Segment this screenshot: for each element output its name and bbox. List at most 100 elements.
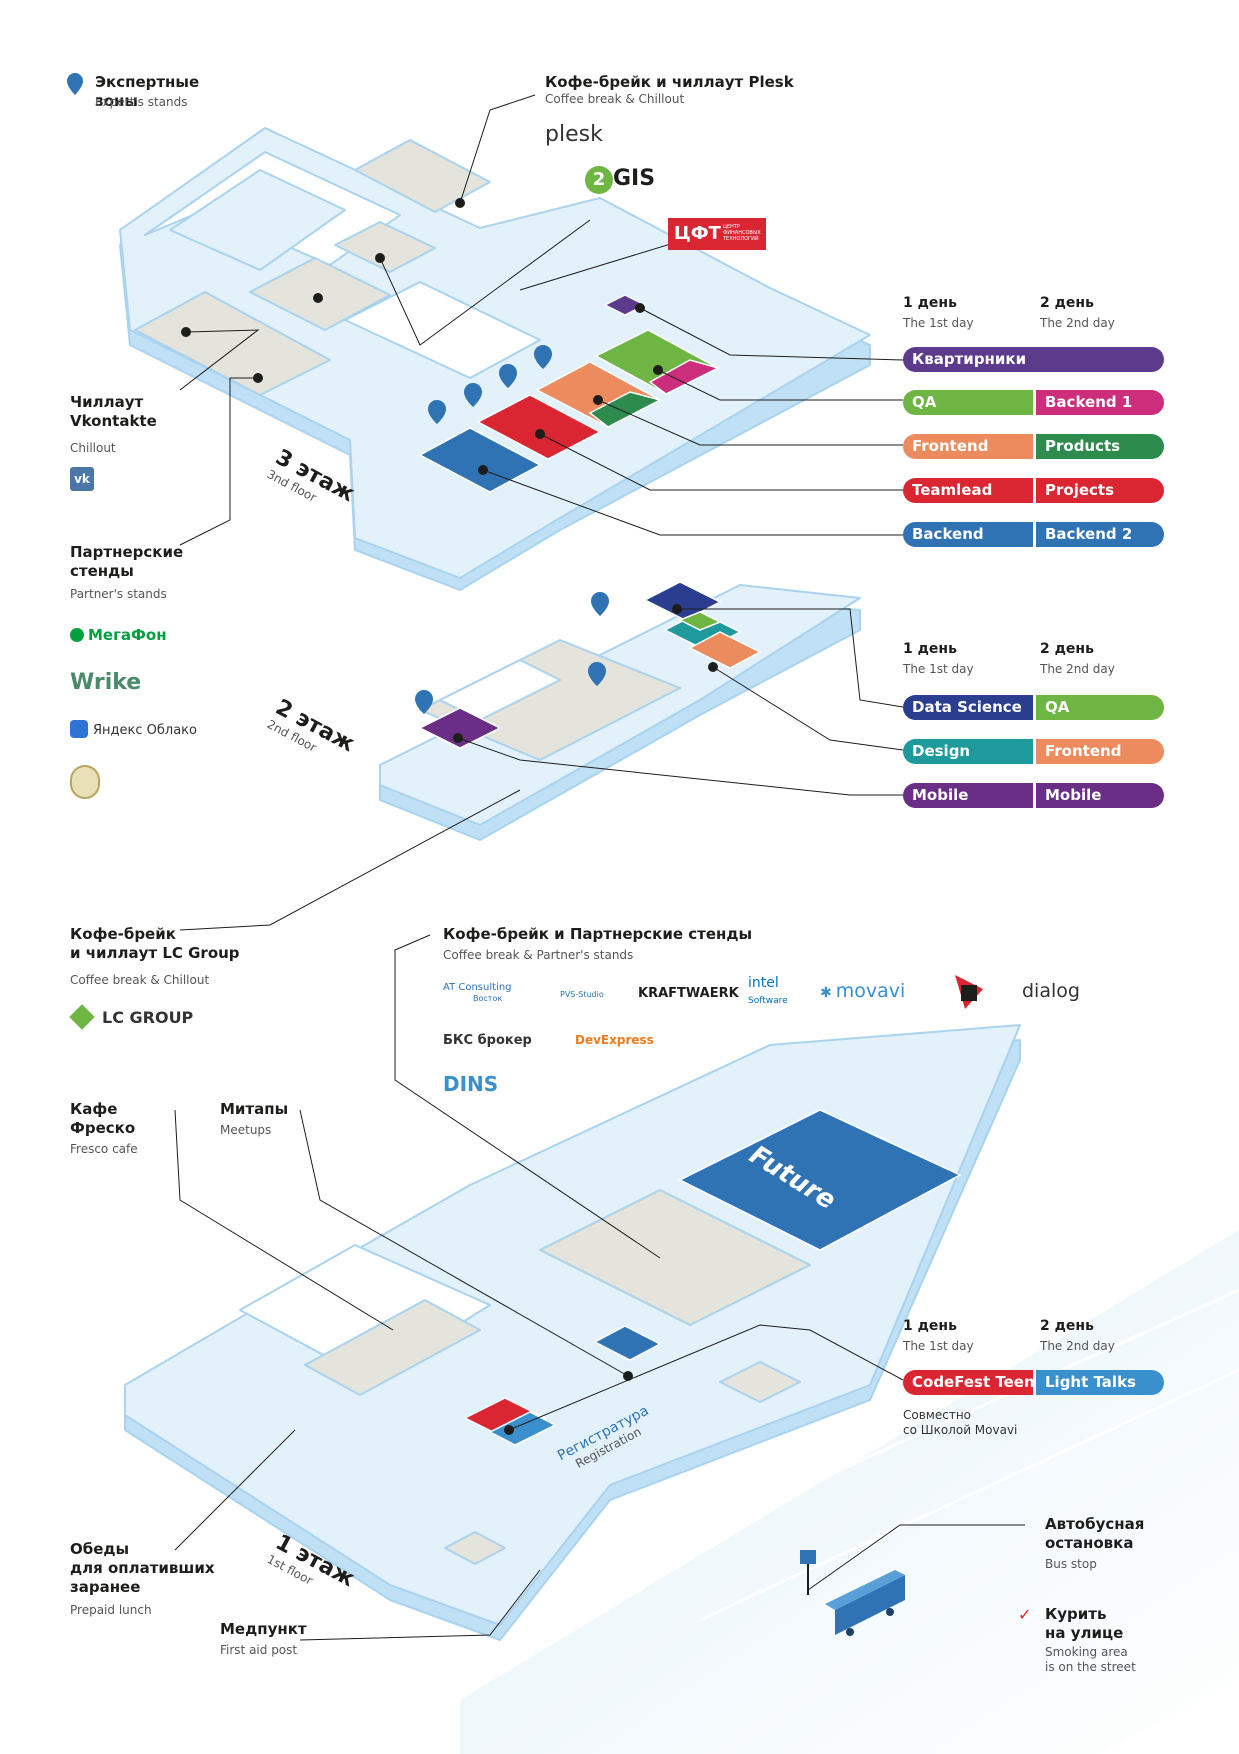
plesk-zone-label: Кофе-брейк и чиллаут Plesk Coffee break … bbox=[545, 73, 794, 107]
2gis-logo-text: GIS bbox=[613, 166, 656, 191]
meetups-title: Митапы bbox=[220, 1100, 289, 1118]
yandex-cloud-text: Яндекс Облако bbox=[93, 723, 197, 738]
schedule2-day1-0: Data Science bbox=[903, 695, 1033, 720]
leader-line bbox=[394, 934, 661, 1259]
vk-logo: vk bbox=[70, 467, 94, 491]
street-area bbox=[460, 1230, 1239, 1754]
schedule2-day1-2: Mobile bbox=[903, 783, 1033, 808]
cft-logo: ЦФТ ЦЕНТР ФИНАНСОВЫХ ТЕХНОЛОГИЙ bbox=[668, 218, 766, 250]
leader-line bbox=[657, 369, 903, 401]
cft-logo-small: ЦЕНТР ФИНАНСОВЫХ ТЕХНОЛОГИЙ bbox=[723, 224, 761, 242]
smoking-icon: ✓ bbox=[1018, 1605, 1032, 1624]
schedule3-day2-1: Backend 1 bbox=[1036, 390, 1164, 415]
lc-group-logo: LC GROUP bbox=[69, 1004, 194, 1030]
leader-line bbox=[174, 1109, 394, 1331]
leader-line bbox=[174, 1429, 296, 1551]
day2-title-1: 2 день bbox=[1040, 295, 1094, 311]
expert-pins bbox=[415, 345, 609, 714]
bks-logo: БКС брокер bbox=[443, 1033, 532, 1048]
floor-3-rooms bbox=[418, 294, 721, 493]
wrike-logo: Wrike bbox=[70, 670, 142, 695]
leader-line bbox=[807, 1524, 1025, 1591]
leader-line bbox=[508, 1324, 904, 1431]
expert-pin bbox=[415, 690, 433, 714]
day1-title-3: 1 день bbox=[903, 1318, 957, 1334]
busstop-label: Автобусная остановка Bus stop bbox=[1045, 1515, 1144, 1572]
leader-line bbox=[299, 1569, 541, 1641]
lc-sub: Coffee break & Chillout bbox=[70, 973, 210, 987]
day1-sub-1: The 1st day bbox=[903, 316, 974, 330]
vk-zone-label: Чиллаут Vkontakte Chillout bbox=[70, 393, 157, 456]
bus-icon bbox=[825, 1570, 905, 1636]
schedule3-day2-4: Backend 2 bbox=[1036, 522, 1164, 547]
leader-line bbox=[179, 377, 258, 546]
day2-sub-3: The 2nd day bbox=[1040, 1339, 1115, 1353]
plesk-logo: plesk bbox=[545, 122, 603, 147]
expert-pin bbox=[591, 592, 609, 616]
schedule1-day1: CodeFest Teen bbox=[903, 1370, 1035, 1395]
lc-title: Кофе-брейк и чиллаут LC Group bbox=[70, 925, 240, 962]
day2-title-2: 2 день bbox=[1040, 641, 1094, 657]
partners-title: Партнерские стенды bbox=[70, 543, 184, 580]
day1-title-1: 1 день bbox=[903, 295, 957, 311]
schedule2-day2-2: Mobile bbox=[1036, 783, 1164, 808]
leader-lines bbox=[174, 94, 1025, 1641]
expert-title: Экспертные зоны bbox=[95, 73, 200, 110]
movavi-icon: ✱ bbox=[820, 985, 832, 1001]
expert-pin bbox=[588, 662, 606, 686]
future-hall bbox=[678, 1109, 962, 1251]
plesk-title: Кофе-брейк и чиллаут Plesk bbox=[545, 73, 794, 91]
fresco-sub: Fresco cafe bbox=[70, 1142, 138, 1156]
floor1-coffee-label: Кофе-брейк и Партнерские стенды Coffee b… bbox=[443, 925, 752, 963]
intel-text: intel bbox=[748, 975, 779, 991]
day2-title-3: 2 день bbox=[1040, 1318, 1094, 1334]
lunch-sub: Prepaid lunch bbox=[70, 1603, 152, 1617]
movavi-logo: ✱ movavi bbox=[820, 980, 905, 1002]
leader-line bbox=[539, 433, 903, 491]
leader-line bbox=[712, 666, 904, 751]
leader-line bbox=[179, 329, 260, 391]
lunch-title: Обеды для оплативших заранее bbox=[70, 1540, 215, 1596]
smoking-title: Курить на улице bbox=[1045, 1605, 1124, 1642]
megafon-text: МегаФон bbox=[88, 626, 167, 644]
sber-crest-logo bbox=[70, 765, 100, 799]
schedule3-day1-4: Backend bbox=[903, 522, 1033, 547]
firstaid-title: Медпункт bbox=[220, 1620, 307, 1638]
leader-line bbox=[179, 789, 521, 931]
expert-sub: Expert's stands bbox=[95, 95, 188, 109]
vk-title: Чиллаут Vkontakte bbox=[70, 393, 157, 430]
at-consulting-sub: Восток bbox=[473, 994, 503, 1003]
yandex-cloud-logo: Яндекс Облако bbox=[70, 720, 197, 738]
meetups-sub: Meetups bbox=[220, 1123, 272, 1137]
jetbrains-logo bbox=[955, 975, 983, 1009]
schedule3-day2-3: Projects bbox=[1036, 478, 1164, 503]
partners-zone-label: Партнерские стенды Partner's stands bbox=[70, 543, 183, 602]
zone-marker bbox=[313, 293, 323, 303]
pin-icon bbox=[67, 73, 83, 95]
schedule3-day2-2: Products bbox=[1036, 434, 1164, 459]
expert-pin bbox=[534, 345, 552, 369]
day2-sub-1: The 2nd day bbox=[1040, 316, 1115, 330]
movavi-text: movavi bbox=[835, 980, 906, 1002]
megafon-icon bbox=[70, 628, 84, 642]
intel-sub: Software bbox=[748, 996, 788, 1006]
floor-3-plan bbox=[119, 127, 871, 591]
schedule3-day1-2: Frontend bbox=[903, 434, 1033, 459]
partners-sub: Partner's stands bbox=[70, 587, 167, 601]
pvs-studio-logo: PVS-Studio bbox=[560, 990, 604, 999]
leader-line bbox=[597, 399, 903, 446]
devexpress-logo: DevExpress bbox=[575, 1033, 654, 1047]
smoking-label: Курить на улице Smoking area is on the s… bbox=[1045, 1605, 1136, 1675]
firstaid-sub: First aid post bbox=[220, 1643, 298, 1657]
at-consulting-text: AT Consulting bbox=[443, 982, 512, 993]
leader-line bbox=[459, 94, 536, 204]
intel-logo: intel Software bbox=[748, 975, 788, 1007]
leader-line bbox=[379, 219, 591, 346]
plesk-sub: Coffee break & Chillout bbox=[545, 92, 685, 106]
smoking-sub: Smoking area is on the street bbox=[1045, 1645, 1136, 1674]
lc-group-text: LC GROUP bbox=[102, 1008, 194, 1027]
day1-title-2: 1 день bbox=[903, 641, 957, 657]
floor-1-rooms bbox=[463, 1325, 662, 1446]
bus-stop-sign-icon bbox=[800, 1550, 816, 1595]
